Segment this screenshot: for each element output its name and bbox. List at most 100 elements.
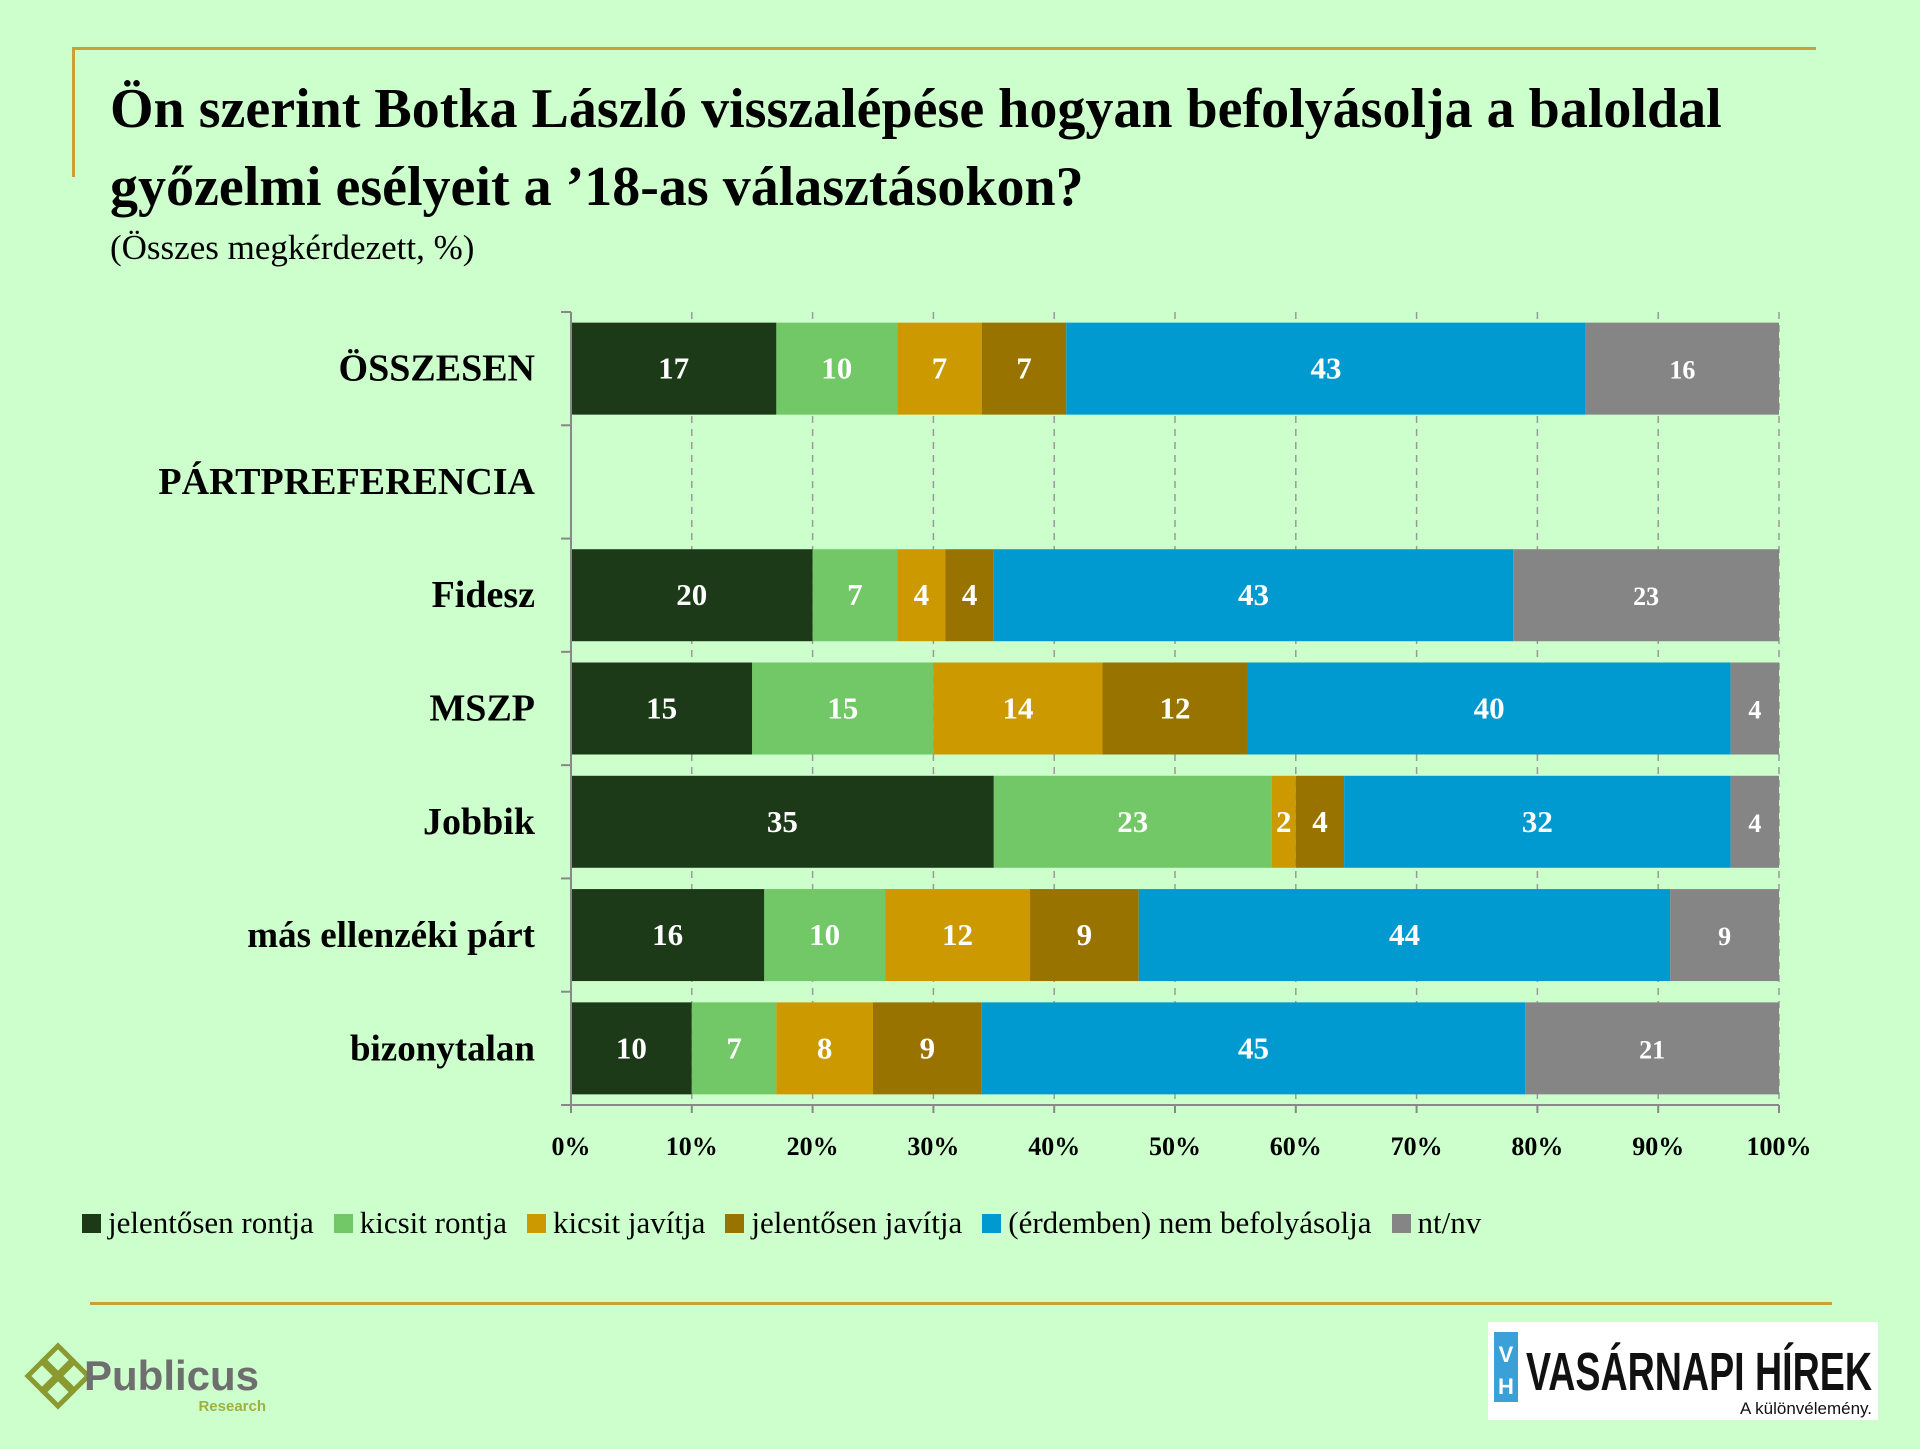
legend-label: (érdemben) nem befolyásolja (1008, 1205, 1372, 1240)
legend-item: jelentősen rontja (82, 1205, 314, 1241)
data-label: 4 (1748, 809, 1761, 838)
frame-top-line (72, 47, 1816, 50)
bar-segment (993, 549, 1514, 642)
bar-segment (571, 889, 765, 982)
legend-item: nt/nv (1391, 1205, 1482, 1241)
vh-name: VASÁRNAPI HÍREK (1526, 1342, 1872, 1402)
vasarnapi-hirek-logo: V H VASÁRNAPI HÍREK A különvélemény. (1488, 1322, 1878, 1420)
legend-swatch (1391, 1213, 1411, 1233)
legend-item: (érdemben) nem befolyásolja (982, 1205, 1372, 1241)
data-label: 10 (616, 1030, 647, 1065)
data-label: 21 (1639, 1035, 1665, 1064)
bar-segment (1670, 889, 1779, 982)
data-label: 17 (658, 351, 689, 386)
x-tick-label: 90% (1632, 1132, 1684, 1161)
bar-segment (1102, 662, 1248, 755)
legend-label: jelentősen rontja (108, 1205, 314, 1240)
data-label: 4 (1312, 804, 1328, 839)
chart-legend: jelentősen rontja kicsit rontja kicsit jav… (82, 1205, 1862, 1241)
bar-segment (691, 1002, 777, 1095)
bar-segment (1344, 775, 1731, 868)
bar-segment (1247, 662, 1731, 755)
legend-item: jelentősen javítja (725, 1205, 962, 1241)
data-label: 4 (914, 577, 930, 612)
data-label: 7 (726, 1030, 742, 1065)
bar-segment (571, 322, 777, 415)
bar-segment (776, 1002, 873, 1095)
bar-segment (1585, 322, 1779, 415)
data-label: 43 (1311, 351, 1342, 386)
data-label: 16 (652, 917, 683, 952)
legend-label: jelentősen javítja (751, 1205, 963, 1240)
x-tick-label: 20% (787, 1132, 839, 1161)
legend-swatch (982, 1213, 1002, 1233)
legend-label: kicsit rontja (359, 1205, 507, 1240)
bar-segment (993, 775, 1272, 868)
category-label: PÁRTPREFERENCIA (158, 461, 535, 503)
bar-segment (981, 322, 1067, 415)
bar-segment (571, 662, 753, 755)
bar-segment (885, 889, 1031, 982)
data-label: 16 (1669, 356, 1695, 385)
data-label: 15 (646, 691, 677, 726)
data-label: 44 (1389, 917, 1420, 952)
bar-segment (981, 1002, 1526, 1095)
data-label: 43 (1238, 577, 1269, 612)
data-label: 4 (1748, 696, 1761, 725)
x-tick-label: 70% (1391, 1132, 1443, 1161)
publicus-name: Publicus (84, 1352, 259, 1399)
data-label: 23 (1633, 582, 1659, 611)
category-label: MSZP (429, 688, 535, 730)
data-label: 10 (809, 917, 840, 952)
data-label: 40 (1474, 691, 1505, 726)
category-label: ÖSSZESEN (339, 348, 535, 390)
bar-segment (1513, 549, 1779, 642)
legend-item: kicsit rontja (333, 1205, 507, 1241)
category-label: bizonytalan (350, 1028, 535, 1069)
bar-segment (1730, 662, 1779, 755)
vh-tagline: A különvélemény. (1740, 1399, 1872, 1418)
chart-title: Ön szerint Botka László visszalépése hog… (110, 78, 1722, 218)
chart-subtitle: (Összes megkérdezett, %) (110, 228, 475, 267)
data-label: 9 (920, 1030, 936, 1065)
legend-swatch (333, 1213, 353, 1233)
data-label: 7 (932, 351, 948, 386)
bar-segment (1138, 889, 1671, 982)
vh-badge-bottom: H (1498, 1374, 1514, 1399)
legend-swatch (725, 1213, 745, 1233)
x-tick-label: 60% (1270, 1132, 1322, 1161)
x-tick-label: 100% (1747, 1132, 1812, 1161)
data-label: 8 (817, 1030, 833, 1065)
legend-item: kicsit javítja (526, 1205, 705, 1241)
x-tick-label: 50% (1149, 1132, 1201, 1161)
data-label: 10 (821, 351, 852, 386)
bar-segment (873, 1002, 982, 1095)
bar-segment (571, 775, 994, 868)
bar-segment (1730, 775, 1779, 868)
category-label: Fidesz (432, 574, 536, 616)
data-label: 35 (767, 804, 798, 839)
bar-segment (776, 322, 898, 415)
data-label: 20 (676, 577, 707, 612)
data-label: 9 (1718, 922, 1731, 951)
legend-swatch (82, 1213, 101, 1233)
bar-segment (945, 549, 994, 642)
data-label: 14 (1002, 691, 1033, 726)
publicus-logo: Publicus Research (24, 1342, 266, 1415)
bar-segment (812, 549, 898, 642)
frame-bottom-line (90, 1302, 1832, 1305)
data-label: 4 (962, 577, 978, 612)
x-tick-label: 40% (1028, 1132, 1080, 1161)
category-label: Jobbik (423, 801, 536, 843)
data-label: 15 (827, 691, 858, 726)
bar-segment (933, 662, 1103, 755)
publicus-sub: Research (198, 1398, 266, 1415)
legend-swatch (526, 1213, 546, 1233)
bar-segment (1295, 775, 1345, 868)
legend-label: nt/nv (1417, 1205, 1482, 1240)
category-label: más ellenzéki párt (247, 915, 535, 956)
bar-segment (764, 889, 886, 982)
bar-segment (1066, 322, 1586, 415)
data-label: 2 (1276, 804, 1292, 839)
